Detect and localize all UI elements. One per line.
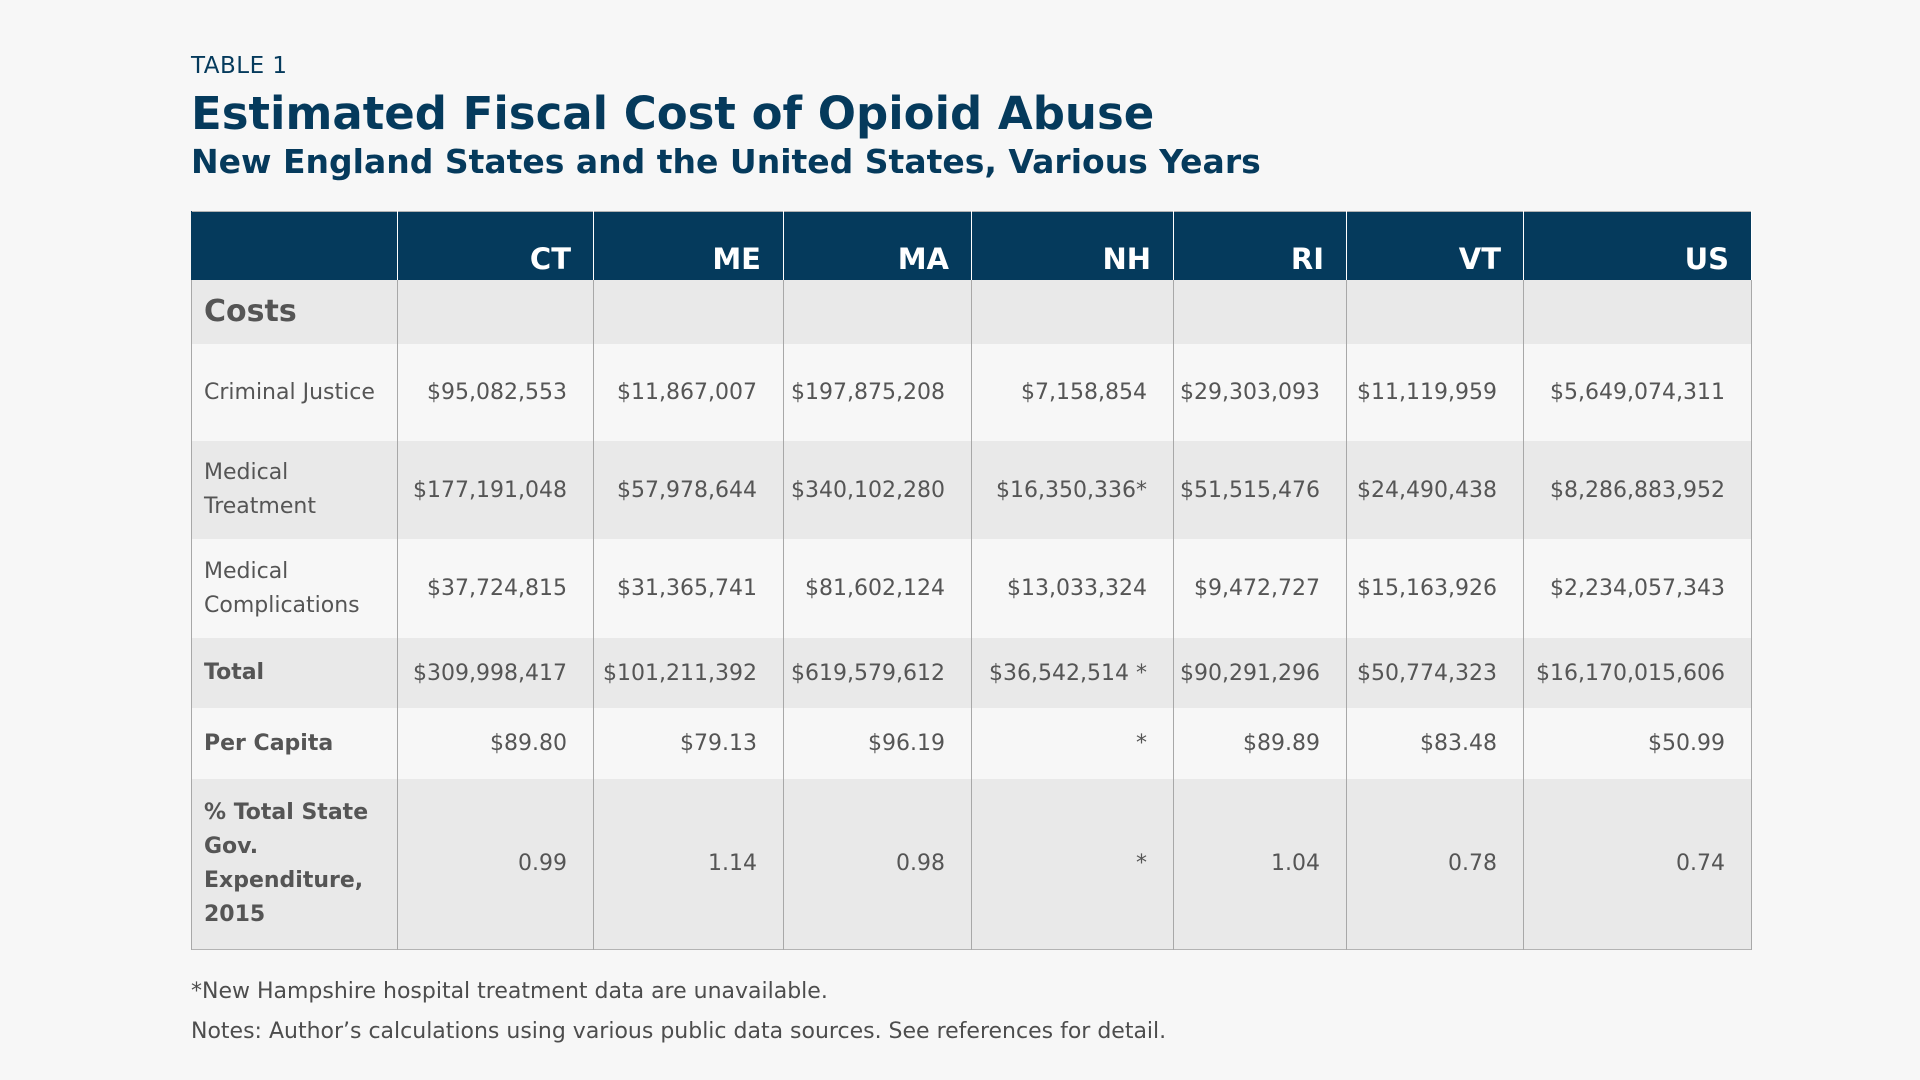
table-cell: $89.89 <box>1173 708 1347 779</box>
table-row: Medical Complications $37,724,815 $31,36… <box>191 539 1752 638</box>
table-cell: $36,542,514 * <box>971 638 1174 708</box>
header-cell-us: US <box>1523 211 1752 280</box>
table-cell: $11,119,959 <box>1346 344 1524 441</box>
table-cell: $2,234,057,343 <box>1523 539 1752 638</box>
table-cell: $29,303,093 <box>1173 344 1347 441</box>
row-label: Total <box>191 638 398 708</box>
table-cell: $83.48 <box>1346 708 1524 779</box>
header-cell-ma: MA <box>783 211 972 280</box>
table-cell: $79.13 <box>593 708 784 779</box>
table-cell: 0.98 <box>783 779 972 949</box>
header-cell-ct: CT <box>397 211 594 280</box>
fiscal-cost-table: CT ME MA NH RI VT US Costs Crimina <box>191 211 1752 950</box>
table-cell: $37,724,815 <box>397 539 594 638</box>
table-row: Criminal Justice $95,082,553 $11,867,007… <box>191 344 1752 441</box>
row-label: % Total State Gov. Expenditure, 2015 <box>191 779 398 949</box>
table-cell: 1.14 <box>593 779 784 949</box>
table-figure: TABLE 1 Estimated Fiscal Cost of Opioid … <box>191 52 1752 1044</box>
table-cell <box>397 280 594 344</box>
header-cell-vt: VT <box>1346 211 1524 280</box>
table-cell: * <box>971 708 1174 779</box>
table-cell: $15,163,926 <box>1346 539 1524 638</box>
footnotes: *New Hampshire hospital treatment data a… <box>191 972 1166 1052</box>
table-cell: $11,867,007 <box>593 344 784 441</box>
table-cell: $24,490,438 <box>1346 441 1524 539</box>
header-cell-blank <box>191 211 398 280</box>
table-row: Medical Treatment $177,191,048 $57,978,6… <box>191 441 1752 539</box>
row-label: Medical Treatment <box>191 441 398 539</box>
section-row-costs: Costs <box>191 280 1752 344</box>
table-cell: $89.80 <box>397 708 594 779</box>
header-cell-me: ME <box>593 211 784 280</box>
footnote-nh: *New Hampshire hospital treatment data a… <box>191 979 828 1004</box>
table-row-total: Total $309,998,417 $101,211,392 $619,579… <box>191 638 1752 708</box>
table-cell: $95,082,553 <box>397 344 594 441</box>
table-row-pct-expenditure: % Total State Gov. Expenditure, 2015 0.9… <box>191 779 1752 949</box>
table-cell: $90,291,296 <box>1173 638 1347 708</box>
table-cell: $96.19 <box>783 708 972 779</box>
table-number-label: TABLE 1 <box>191 53 288 79</box>
table-cell: 0.78 <box>1346 779 1524 949</box>
table-cell: $13,033,324 <box>971 539 1174 638</box>
table-row-per-capita: Per Capita $89.80 $79.13 $96.19 * $89.89… <box>191 708 1752 779</box>
row-label: Criminal Justice <box>191 344 398 441</box>
table-cell: $50,774,323 <box>1346 638 1524 708</box>
table-cell <box>783 280 972 344</box>
page-title: Estimated Fiscal Cost of Opioid Abuse <box>191 87 1155 140</box>
table-cell: $7,158,854 <box>971 344 1174 441</box>
table-cell: $51,515,476 <box>1173 441 1347 539</box>
table-cell: $5,649,074,311 <box>1523 344 1752 441</box>
table-cell: * <box>971 779 1174 949</box>
table-cell: $16,350,336* <box>971 441 1174 539</box>
table-cell <box>1346 280 1524 344</box>
table-cell: $197,875,208 <box>783 344 972 441</box>
table-cell: $8,286,883,952 <box>1523 441 1752 539</box>
table-cell: $57,978,644 <box>593 441 784 539</box>
header-cell-ri: RI <box>1173 211 1347 280</box>
footnote-notes: Notes: Author’s calculations using vario… <box>191 1019 1167 1044</box>
table-cell: $619,579,612 <box>783 638 972 708</box>
table-cell: $16,170,015,606 <box>1523 638 1752 708</box>
table-cell: $31,365,741 <box>593 539 784 638</box>
table-cell: $81,602,124 <box>783 539 972 638</box>
row-label: Medical Complications <box>191 539 398 638</box>
table-cell: 0.74 <box>1523 779 1752 949</box>
row-label: Per Capita <box>191 708 398 779</box>
header-cell-nh: NH <box>971 211 1174 280</box>
table-cell <box>1523 280 1752 344</box>
table-cell <box>593 280 784 344</box>
section-label: Costs <box>191 280 398 344</box>
page-subtitle: New England States and the United States… <box>191 142 1261 181</box>
table-cell: $9,472,727 <box>1173 539 1347 638</box>
table-cell: $50.99 <box>1523 708 1752 779</box>
table-cell: $177,191,048 <box>397 441 594 539</box>
table-cell: $309,998,417 <box>397 638 594 708</box>
table-cell: $340,102,280 <box>783 441 972 539</box>
table-cell: $101,211,392 <box>593 638 784 708</box>
table-cell <box>971 280 1174 344</box>
table-cell <box>1173 280 1347 344</box>
table-cell: 0.99 <box>397 779 594 949</box>
table-cell: 1.04 <box>1173 779 1347 949</box>
table-header-row: CT ME MA NH RI VT US <box>191 211 1752 280</box>
